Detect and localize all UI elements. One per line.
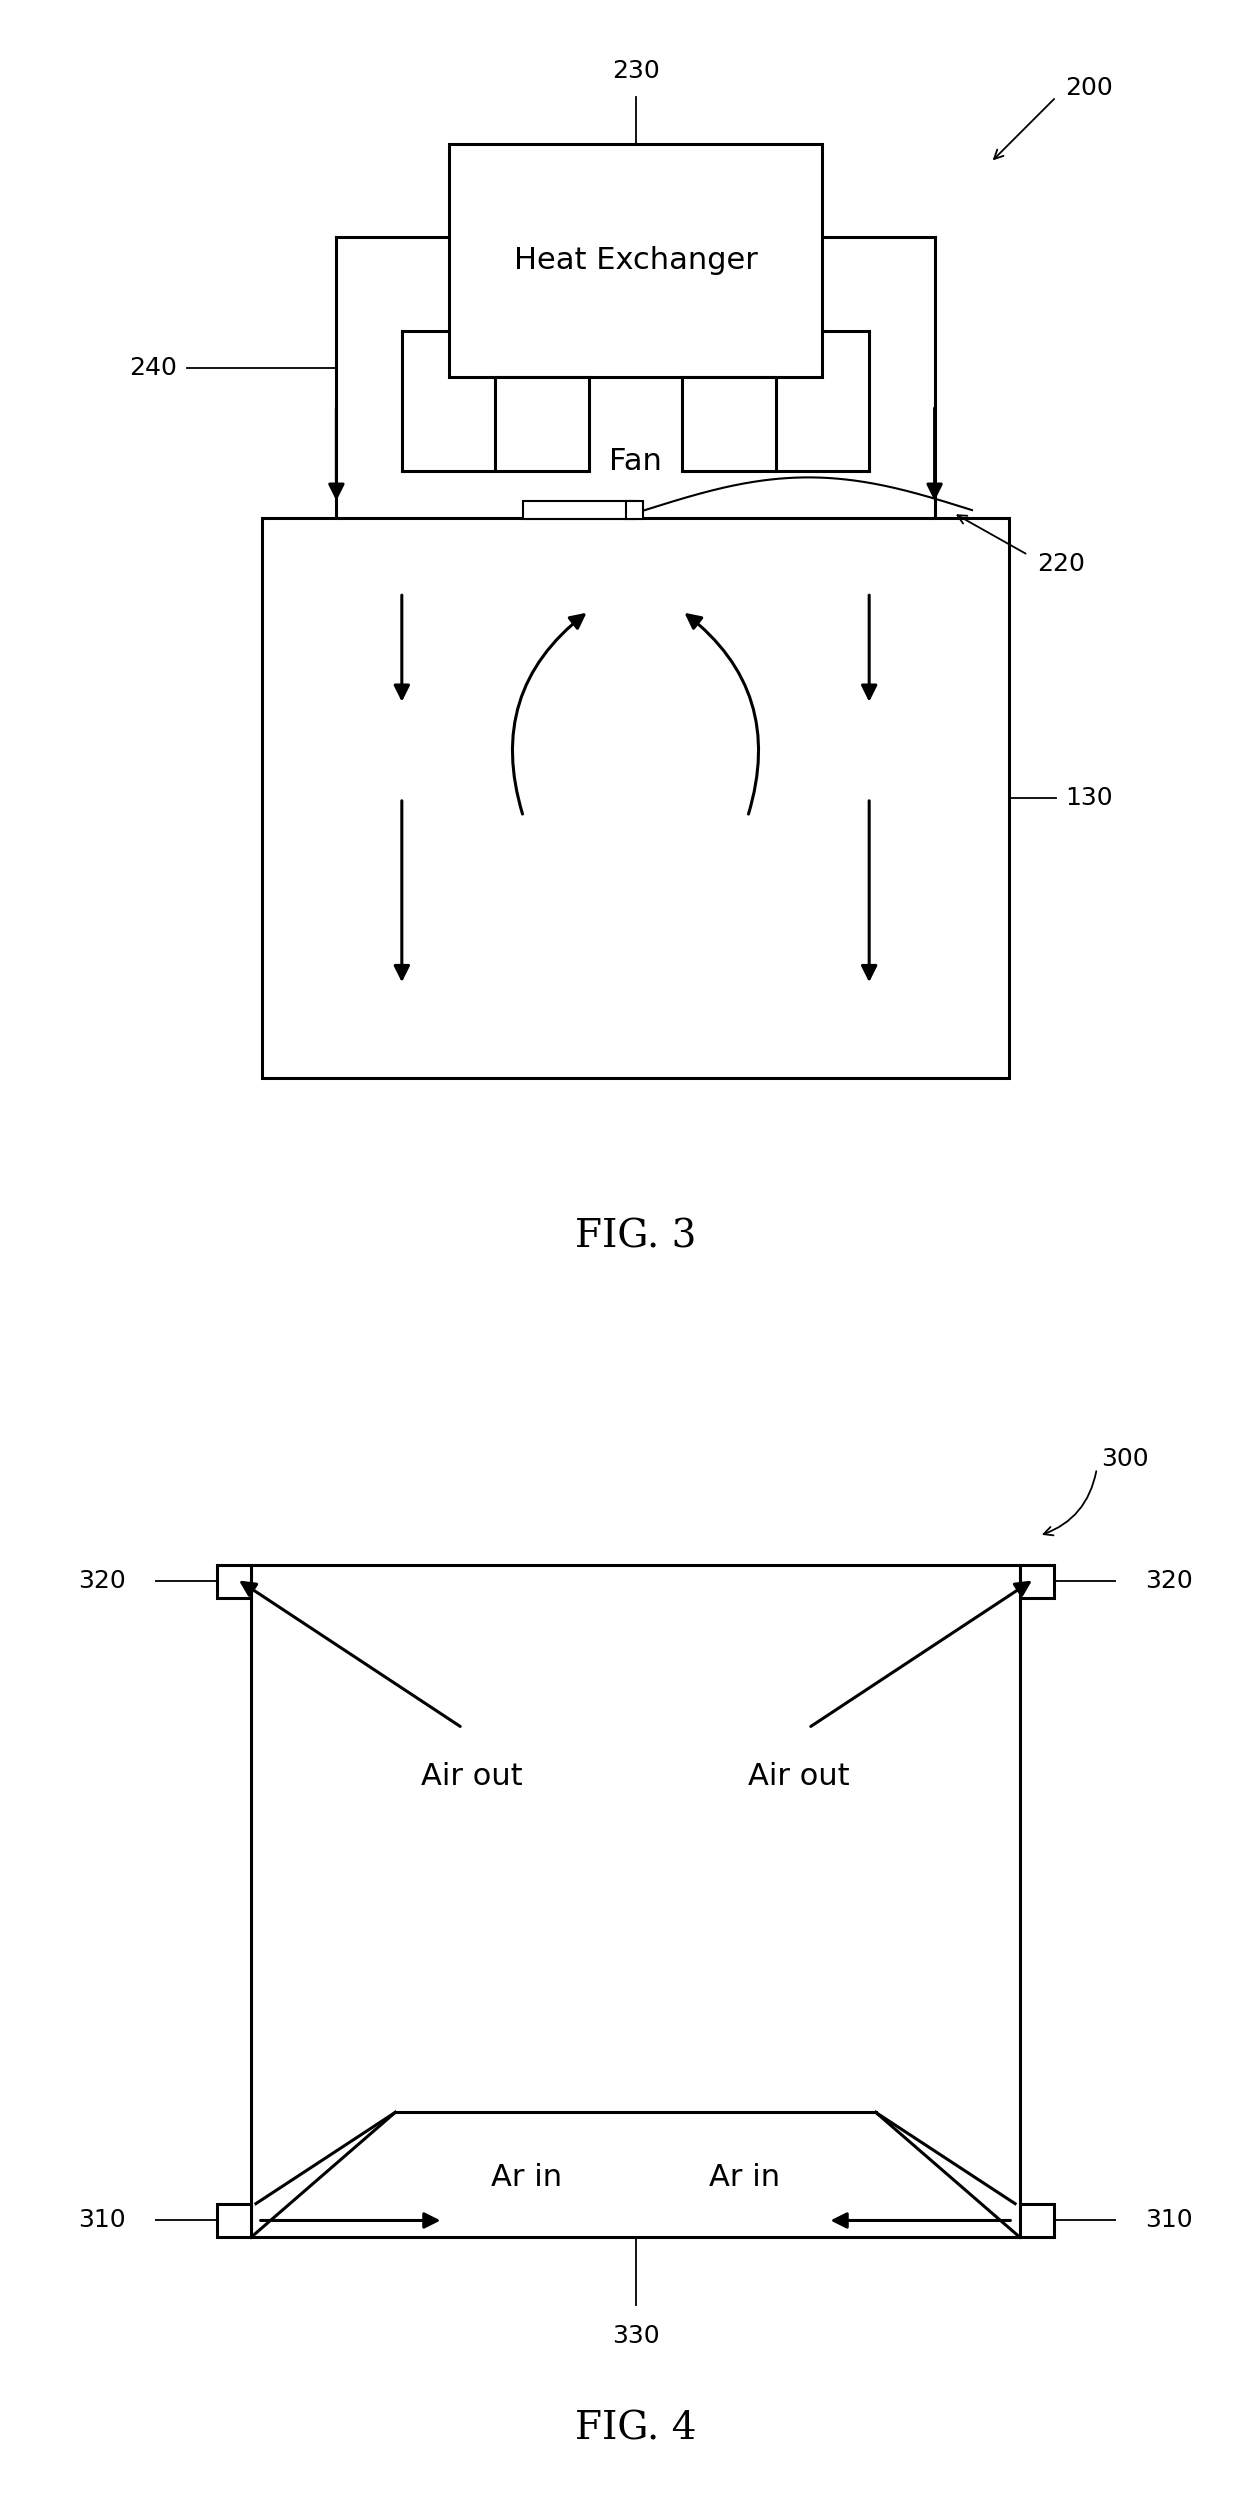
Bar [250, 1565, 1021, 2238]
Text: 240: 240 [130, 357, 177, 379]
Text: 130: 130 [1065, 786, 1114, 809]
Bar [217, 1565, 250, 1598]
Bar [523, 500, 635, 520]
Text: Ar in: Ar in [708, 2163, 780, 2190]
Text: Heat Exchanger: Heat Exchanger [513, 246, 758, 274]
Text: FIG. 4: FIG. 4 [575, 2412, 696, 2447]
Text: Air out: Air out [422, 1761, 523, 1791]
Bar [682, 377, 776, 470]
Text: Ar in: Ar in [491, 2163, 563, 2190]
Text: 220: 220 [1038, 553, 1085, 575]
Text: 320: 320 [78, 1570, 126, 1593]
Bar [1021, 2203, 1054, 2238]
Text: Air out: Air out [748, 1761, 849, 1791]
Text: Fan: Fan [609, 447, 662, 475]
Text: 310: 310 [78, 2208, 126, 2233]
Bar [262, 517, 1009, 1078]
Text: 330: 330 [611, 2324, 660, 2349]
Bar [217, 2203, 250, 2238]
Text: 310: 310 [1145, 2208, 1193, 2233]
Bar [626, 500, 644, 520]
Text: 230: 230 [611, 58, 660, 83]
Text: 300: 300 [1101, 1447, 1149, 1472]
Text: 320: 320 [1145, 1570, 1193, 1593]
Text: 200: 200 [1065, 75, 1114, 100]
Bar [495, 377, 589, 470]
Text: FIG. 3: FIG. 3 [575, 1218, 696, 1256]
Bar [449, 143, 822, 377]
Bar [1021, 1565, 1054, 1598]
